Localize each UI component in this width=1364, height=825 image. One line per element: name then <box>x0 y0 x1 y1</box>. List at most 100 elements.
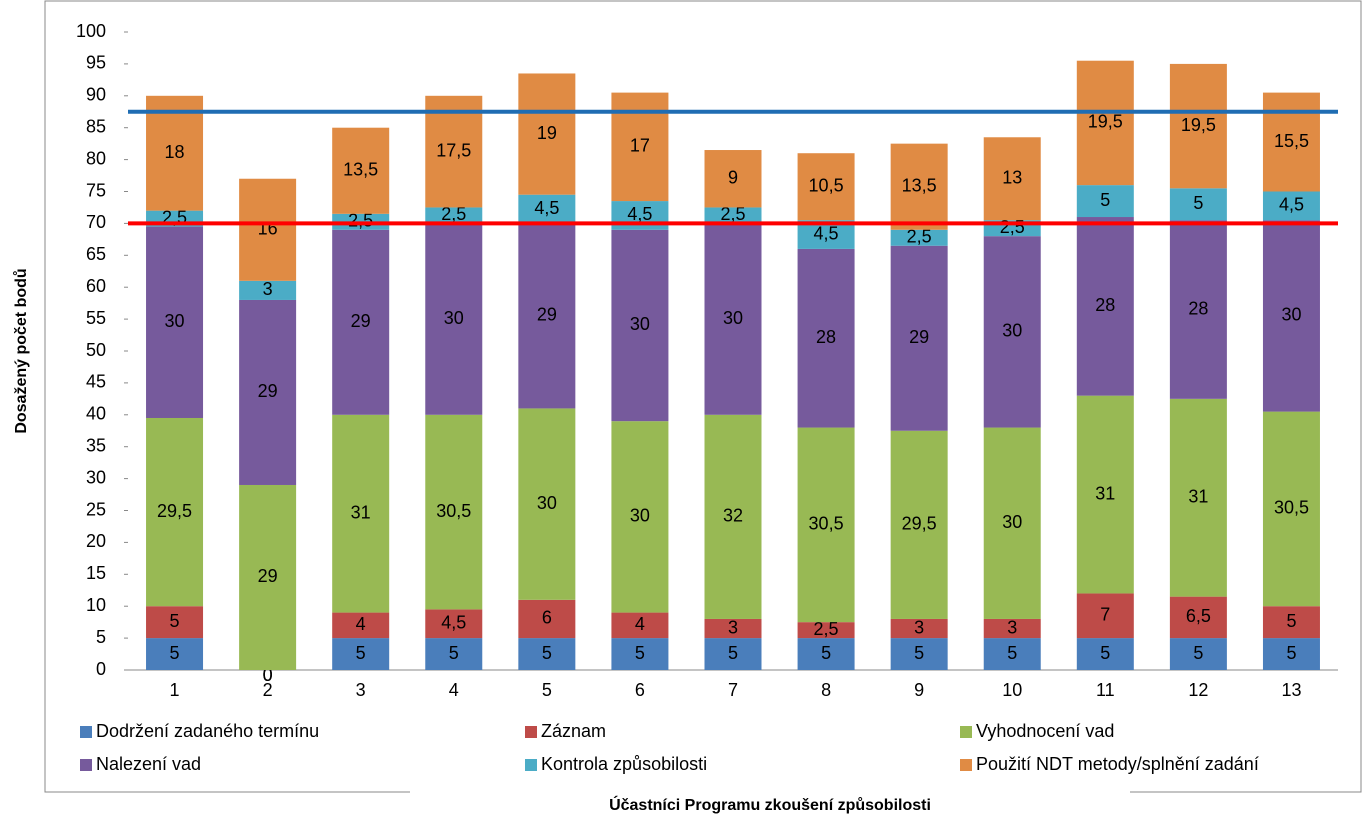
data-label: 4,5 <box>814 223 839 243</box>
data-label: 30,5 <box>436 501 471 521</box>
data-label: 17,5 <box>436 140 471 160</box>
legend-swatch <box>80 759 92 771</box>
legend-label: Použití NDT metody/splnění zadání <box>976 754 1259 774</box>
bar-segment <box>425 638 483 670</box>
data-label: 2,5 <box>814 619 839 639</box>
legend-swatch <box>80 726 92 738</box>
data-label: 29 <box>351 311 371 331</box>
y-tick-label: 100 <box>76 21 106 41</box>
bar-segment <box>704 150 762 208</box>
data-label: 5 <box>1193 643 1203 663</box>
data-label: 30 <box>1002 512 1022 532</box>
bar-segment <box>890 638 948 670</box>
bar-segment <box>332 229 390 415</box>
bar-segment <box>1262 606 1320 639</box>
bar-segment <box>239 280 297 300</box>
data-label: 29,5 <box>157 501 192 521</box>
bar-segment <box>611 421 669 613</box>
bar-segment <box>890 143 948 230</box>
bar-segment <box>704 618 762 639</box>
data-label: 30 <box>165 311 185 331</box>
data-label: 4,5 <box>1279 195 1304 215</box>
bar-segment <box>146 95 204 211</box>
data-label: 30 <box>537 493 557 513</box>
data-label: 6 <box>542 608 552 628</box>
data-label: 5 <box>449 643 459 663</box>
bar-segment <box>425 95 483 208</box>
bar-segment <box>890 618 948 639</box>
bar-segment <box>146 226 204 418</box>
bar-segment <box>1076 60 1134 186</box>
data-label: 29 <box>909 327 929 347</box>
y-tick-label: 35 <box>86 435 106 455</box>
bar-segment <box>518 194 576 224</box>
data-label: 5 <box>1007 643 1017 663</box>
data-label: 4,5 <box>534 198 559 218</box>
y-tick-label: 45 <box>86 372 106 392</box>
data-label: 0 <box>263 665 273 685</box>
x-tick-label: 3 <box>356 680 366 700</box>
data-label: 32 <box>723 506 743 526</box>
data-label: 30 <box>1002 321 1022 341</box>
bar-segment <box>518 223 576 409</box>
x-tick-label: 8 <box>821 680 831 700</box>
x-tick-label: 1 <box>170 680 180 700</box>
data-label: 30 <box>630 314 650 334</box>
bar-segment <box>983 427 1041 619</box>
legend-swatch <box>960 726 972 738</box>
x-tick-label: 11 <box>1096 680 1115 700</box>
x-tick-label: 13 <box>1281 680 1301 700</box>
bar-segment <box>611 229 669 422</box>
bar-segment <box>1076 593 1134 639</box>
data-label: 9 <box>728 167 738 187</box>
x-tick-label: 12 <box>1188 680 1208 700</box>
data-label: 19 <box>537 123 557 143</box>
y-tick-label: 85 <box>86 116 106 136</box>
y-tick-label: 95 <box>86 53 106 73</box>
bar-segment <box>1262 191 1320 221</box>
bar-segment <box>1262 220 1320 412</box>
legend-swatch <box>960 759 972 771</box>
data-label: 5 <box>356 643 366 663</box>
bar-segment <box>611 638 669 670</box>
data-label: 18 <box>165 142 185 162</box>
x-axis-title: Účastníci Programu zkoušení způsobilosti <box>609 795 931 814</box>
data-label: 5 <box>170 643 180 663</box>
bar-segment <box>797 427 855 623</box>
bar-segment <box>146 417 204 607</box>
bar-segment <box>518 599 576 639</box>
bar-segment <box>983 137 1041 221</box>
data-label: 31 <box>351 502 371 522</box>
data-label: 5 <box>542 643 552 663</box>
data-label: 4 <box>356 614 366 634</box>
y-tick-label: 40 <box>86 404 106 424</box>
bar-segment <box>1169 596 1227 639</box>
bar-segment <box>1169 398 1227 597</box>
bar-segment <box>1262 411 1320 607</box>
data-label: 28 <box>1095 295 1115 315</box>
bar-segment <box>518 638 576 670</box>
bar-segment <box>611 612 669 639</box>
data-label: 13,5 <box>343 160 378 180</box>
bar-segment <box>146 638 204 670</box>
bar-segment <box>890 245 948 431</box>
x-tick-label: 7 <box>728 680 738 700</box>
bar-segment <box>1262 638 1320 670</box>
y-tick-label: 30 <box>86 467 106 487</box>
bar-segment <box>1169 638 1227 670</box>
bar-segment <box>239 178 297 281</box>
y-tick-label: 70 <box>86 212 106 232</box>
bar-segment <box>890 229 948 246</box>
data-label: 3 <box>914 617 924 637</box>
data-label: 13 <box>1002 167 1022 187</box>
bar-segment <box>890 430 948 619</box>
data-label: 3 <box>728 617 738 637</box>
data-label: 17 <box>630 136 650 156</box>
bar-segment <box>797 153 855 221</box>
data-label: 2,5 <box>441 204 466 224</box>
y-tick-label: 50 <box>86 340 106 360</box>
data-label: 5 <box>1286 611 1296 631</box>
data-label: 2,5 <box>720 204 745 224</box>
data-label: 5 <box>821 643 831 663</box>
